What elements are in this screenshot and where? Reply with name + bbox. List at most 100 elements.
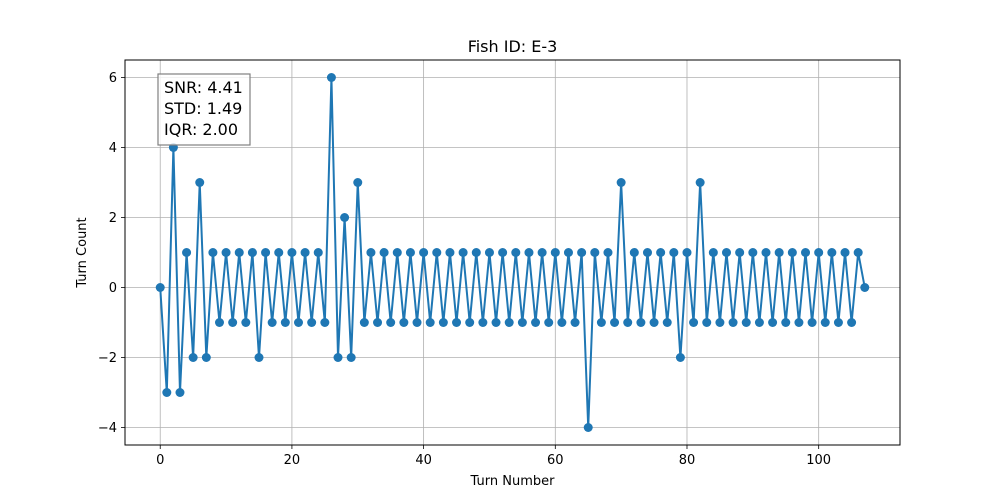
data-point <box>182 248 192 257</box>
data-point <box>504 318 514 327</box>
data-point <box>853 248 863 257</box>
ticks: 0 20 40 60 80 100 −4 −2 0 2 4 6 <box>98 71 831 468</box>
data-point <box>340 213 350 222</box>
data-point <box>801 248 811 257</box>
data-point <box>419 248 429 257</box>
data-point <box>682 248 692 257</box>
chart-title: Fish ID: E-3 <box>468 37 558 56</box>
data-point <box>188 353 198 362</box>
data-point <box>847 318 857 327</box>
stats-box: SNR: 4.41 STD: 1.49 IQR: 2.00 <box>157 73 251 146</box>
data-point <box>814 248 824 257</box>
data-point <box>208 248 218 257</box>
data-point <box>768 318 778 327</box>
data-point <box>557 318 567 327</box>
data-point <box>662 318 672 327</box>
data-point <box>445 248 455 257</box>
data-point <box>438 318 448 327</box>
data-point <box>649 318 659 327</box>
data-point <box>280 318 290 327</box>
data-point <box>294 318 304 327</box>
data-point <box>465 318 475 327</box>
data-point <box>610 318 620 327</box>
data-point <box>807 318 817 327</box>
data-point <box>326 73 336 82</box>
data-point <box>833 318 843 327</box>
data-point <box>708 248 718 257</box>
y-tick-label: −2 <box>98 351 117 366</box>
data-point <box>484 248 494 257</box>
data-point <box>623 318 633 327</box>
data-point <box>221 248 231 257</box>
data-point <box>247 248 257 257</box>
data-point <box>735 248 745 257</box>
data-point <box>689 318 699 327</box>
data-point <box>254 353 264 362</box>
y-tick-label: −4 <box>98 421 117 436</box>
data-point <box>399 318 409 327</box>
data-point <box>261 248 271 257</box>
data-point <box>669 248 679 257</box>
x-tick-label: 60 <box>547 453 564 468</box>
data-point <box>840 248 850 257</box>
data-point <box>570 318 580 327</box>
data-point <box>359 318 369 327</box>
data-point <box>201 353 211 362</box>
data-point <box>425 318 435 327</box>
data-point <box>511 248 521 257</box>
data-point <box>498 248 508 257</box>
x-tick-label: 80 <box>679 453 696 468</box>
plot-frame <box>124 59 901 446</box>
y-tick-label: 4 <box>109 141 117 156</box>
x-axis-label: Turn Number <box>470 474 556 489</box>
data-point <box>748 248 758 257</box>
stats-snr: SNR: 4.41 <box>164 78 243 97</box>
data-point <box>195 178 205 187</box>
data-point <box>531 318 541 327</box>
data-point <box>702 318 712 327</box>
data-point <box>353 178 363 187</box>
data-point <box>577 248 587 257</box>
data-point <box>820 318 830 327</box>
data-point <box>412 318 422 327</box>
data-point <box>491 318 501 327</box>
data-point <box>563 248 573 257</box>
data-point <box>761 248 771 257</box>
data-point <box>287 248 297 257</box>
data-point <box>241 318 251 327</box>
y-tick-label: 0 <box>109 281 117 296</box>
data-point <box>320 318 330 327</box>
x-tick-label: 100 <box>806 453 831 468</box>
x-tick-label: 20 <box>284 453 301 468</box>
data-point <box>721 248 731 257</box>
data-point <box>214 318 224 327</box>
data-point <box>616 178 626 187</box>
series-line <box>159 76 866 429</box>
data-point <box>590 248 600 257</box>
data-point <box>478 318 488 327</box>
data-point <box>313 248 323 257</box>
data-point <box>155 283 165 292</box>
data-point <box>754 318 764 327</box>
stats-std: STD: 1.49 <box>164 99 242 118</box>
data-point <box>175 388 185 397</box>
series-layer <box>155 73 870 432</box>
data-point <box>827 248 837 257</box>
data-point <box>728 318 738 327</box>
data-point <box>432 248 442 257</box>
data-point <box>636 318 646 327</box>
y-axis-label: Turn Count <box>75 217 90 288</box>
data-point <box>860 283 870 292</box>
data-point <box>629 248 639 257</box>
data-point <box>300 248 310 257</box>
data-point <box>471 248 481 257</box>
data-point <box>524 248 534 257</box>
y-tick-label: 6 <box>109 71 117 86</box>
stats-iqr: IQR: 2.00 <box>164 120 238 139</box>
data-point <box>781 318 791 327</box>
data-point <box>544 318 554 327</box>
data-point <box>307 318 317 327</box>
x-tick-label: 40 <box>415 453 432 468</box>
data-point <box>774 248 784 257</box>
